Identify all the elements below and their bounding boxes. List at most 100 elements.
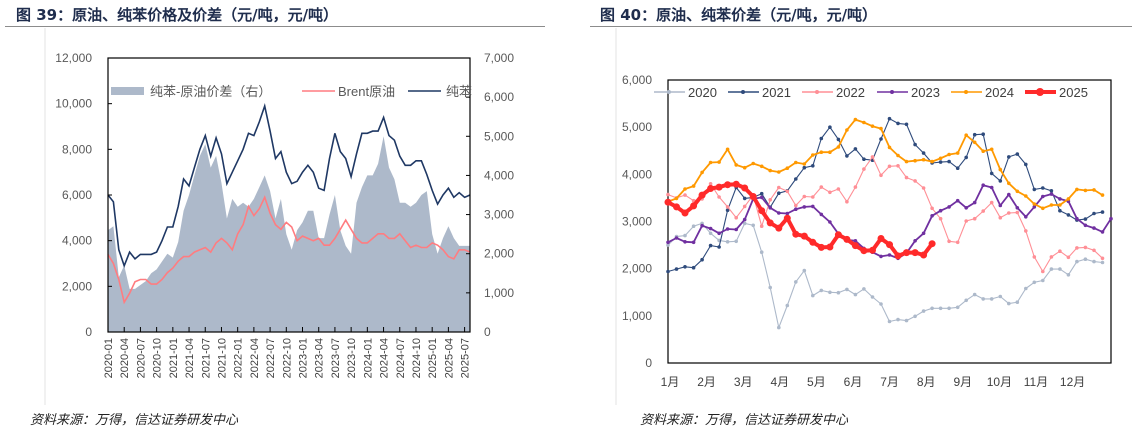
right-chart-y-tick-label: 5,000 — [622, 120, 652, 134]
series-2021-point — [913, 142, 917, 147]
series-2020-point — [777, 325, 781, 330]
left-y-tick-label: 8,000 — [62, 142, 92, 156]
series-2024-point — [1024, 194, 1028, 198]
legend-2025-marker — [1036, 88, 1044, 96]
series-2025-point — [783, 214, 791, 222]
month-tick-label: 1月 — [661, 375, 680, 389]
right-chart-y-tick-label: 4,000 — [622, 167, 652, 181]
series-2021-point — [708, 243, 713, 248]
series-2020-point — [759, 250, 764, 254]
series-2022-point — [972, 216, 977, 221]
series-2025-point — [749, 193, 757, 200]
series-2021-point — [853, 147, 858, 151]
series-2023-point — [964, 206, 968, 210]
series-2020-point — [828, 290, 832, 295]
series-2025-point — [715, 183, 723, 191]
series-2025-point — [851, 242, 859, 250]
series-2023-point — [725, 227, 730, 231]
x-tick-label: 2020-04 — [119, 338, 131, 378]
series-2022-point — [708, 182, 713, 186]
series-2020-point — [972, 292, 977, 297]
x-tick-label: 2020-07 — [135, 338, 147, 378]
series-2021-point — [981, 132, 985, 136]
series-2022-point — [921, 186, 926, 190]
series-2021-point — [947, 159, 951, 164]
series-2021-point — [921, 151, 926, 155]
series-2024-point — [691, 184, 696, 188]
series-2024-point — [819, 150, 824, 154]
legend-2023-marker — [890, 90, 894, 94]
series-2020-point — [751, 223, 755, 228]
series-2020-point — [691, 224, 696, 228]
series-2025-point — [928, 240, 936, 248]
series-2024-point — [708, 160, 713, 165]
series-2022-point — [896, 164, 900, 168]
series-2025-point — [911, 249, 919, 257]
series-2024-point — [1015, 189, 1020, 194]
series-2021-point — [862, 157, 866, 161]
series-2023-point — [1007, 192, 1011, 197]
series-2023-point — [1109, 216, 1113, 221]
series-2024-point — [998, 167, 1003, 172]
month-tick-label: 10月 — [987, 375, 1012, 389]
series-2022-point — [1066, 255, 1071, 260]
series-2020-point — [887, 319, 892, 324]
series-2023-point — [1083, 223, 1088, 228]
series-2020-point — [998, 294, 1003, 299]
series-2025-point — [920, 251, 928, 259]
series-2021-point — [1041, 186, 1045, 190]
right-y-tick-label: 1,000 — [484, 286, 514, 300]
series-2020-point — [725, 240, 730, 244]
series-2022-point — [794, 203, 798, 208]
series-2024-point — [853, 117, 858, 122]
series-2022-point — [853, 185, 858, 189]
series-2024-point — [836, 145, 841, 149]
series-2020-point — [1049, 267, 1054, 271]
series-2024-line — [667, 118, 1103, 210]
legend-2022-label: 2022 — [836, 85, 865, 100]
series-2025-point — [809, 238, 817, 246]
right-y-tick-label: 4,000 — [484, 168, 514, 182]
x-tick-label: 2021-01 — [168, 338, 180, 378]
right-source-note: 资料来源：万得，信达证券研发中心 — [640, 413, 849, 428]
series-2021-point — [845, 154, 849, 158]
legend-spread-swatch — [111, 87, 144, 95]
series-2022-point — [725, 205, 730, 209]
series-2025-point — [817, 243, 825, 251]
month-tick-label: 4月 — [770, 375, 789, 389]
series-2021-point — [794, 177, 798, 181]
series-2020-point — [955, 305, 960, 310]
series-2022-point — [1024, 229, 1028, 233]
series-2023-point — [1024, 215, 1028, 219]
series-2024-point — [981, 149, 985, 153]
series-2020-point — [708, 231, 713, 236]
series-2025-point — [758, 207, 766, 215]
series-2020-point — [989, 297, 994, 301]
x-tick-label: 2023-10 — [346, 338, 358, 378]
legend-benzene-label: 纯苯 — [446, 84, 472, 99]
series-2022-point — [742, 204, 747, 209]
right-chart-y-tick-label: 3,000 — [622, 215, 652, 229]
series-2024-point — [700, 170, 704, 175]
series-2025-point — [860, 247, 868, 255]
series-2021-point — [964, 155, 968, 160]
legend-2021-label: 2021 — [762, 85, 791, 100]
x-tick-label: 2020-10 — [152, 338, 164, 378]
series-2020-point — [870, 295, 875, 299]
series-2020-point — [981, 297, 985, 301]
series-2022-point — [811, 195, 815, 199]
series-2023-point — [879, 254, 883, 259]
series-2023-point — [1041, 194, 1045, 199]
series-2023-point — [981, 183, 985, 187]
series-2022-point — [1032, 255, 1037, 259]
right-y-tick-label: 5,000 — [484, 129, 514, 143]
series-2022-point — [836, 187, 841, 191]
series-2023-point — [691, 240, 696, 245]
series-2023-point — [811, 204, 815, 209]
series-2021-point — [717, 245, 721, 249]
series-2024-point — [870, 124, 875, 128]
series-2022-point — [989, 200, 994, 205]
series-2020-point — [1015, 300, 1020, 305]
legend-2023-label: 2023 — [911, 85, 940, 100]
left-y-tick-label: 6,000 — [62, 188, 92, 202]
